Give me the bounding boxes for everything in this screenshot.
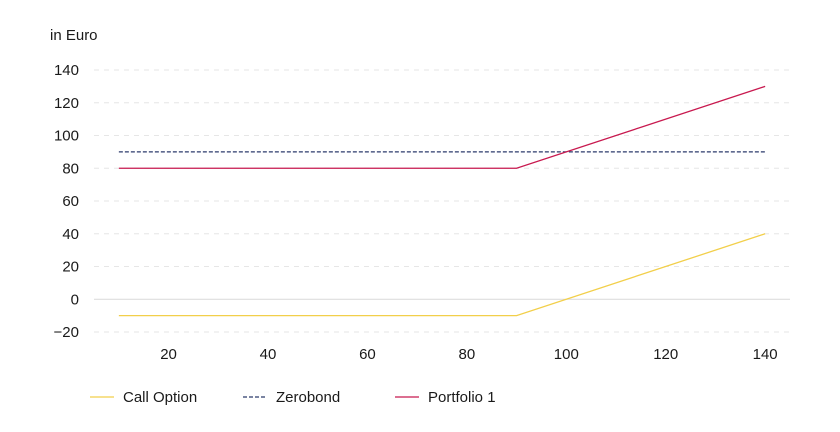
y-tick-label: 80 bbox=[62, 160, 79, 177]
unit-label: in Euro bbox=[50, 27, 98, 44]
x-tick-label: 120 bbox=[653, 346, 678, 363]
x-tick-label: 140 bbox=[753, 346, 778, 363]
series-line-portfolio-1 bbox=[118, 85, 766, 169]
y-tick-label: 60 bbox=[62, 193, 79, 210]
legend-label: Zerobond bbox=[276, 389, 340, 406]
y-tick-label: 40 bbox=[62, 226, 79, 243]
legend-label: Portfolio 1 bbox=[428, 389, 496, 406]
x-tick-label: 100 bbox=[554, 346, 579, 363]
y-tick-label: 0 bbox=[71, 291, 79, 308]
y-tick-label: 120 bbox=[54, 95, 79, 112]
legend: Call Option Zerobond Portfolio 1 bbox=[90, 389, 496, 406]
y-tick-label: 140 bbox=[54, 62, 79, 79]
y-axis-ticks: −20 0 20 40 60 80 100 120 140 bbox=[54, 62, 79, 341]
y-tick-label: −20 bbox=[54, 324, 79, 341]
series-line-call-option bbox=[118, 233, 766, 317]
series-lines bbox=[118, 85, 766, 317]
x-tick-label: 40 bbox=[260, 346, 277, 363]
legend-label: Call Option bbox=[123, 389, 197, 406]
y-tick-label: 100 bbox=[54, 128, 79, 145]
x-tick-label: 80 bbox=[459, 346, 476, 363]
x-tick-label: 60 bbox=[359, 346, 376, 363]
x-tick-label: 20 bbox=[160, 346, 177, 363]
x-axis-ticks: 20 40 60 80 100 120 140 bbox=[160, 346, 777, 363]
grid-lines bbox=[94, 69, 790, 333]
y-tick-label: 20 bbox=[62, 259, 79, 276]
